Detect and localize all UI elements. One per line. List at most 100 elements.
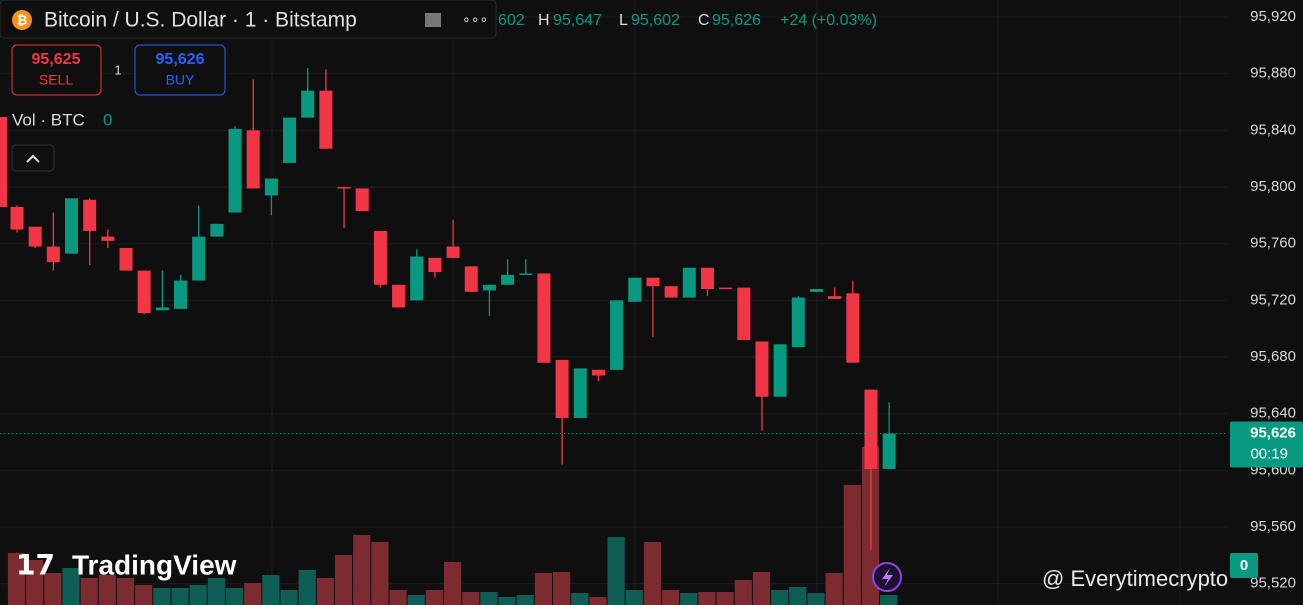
- candle-body: [628, 277, 642, 302]
- price-axis: 95,920 95,880 95,840 95,800 95,760 95,720 95,6…: [1228, 0, 1303, 605]
- volume-bar: [662, 590, 680, 605]
- sell-button[interactable]: [11, 44, 102, 96]
- volume-bar: [171, 588, 189, 605]
- candle-body: [428, 257, 442, 273]
- volume-bar: [153, 588, 171, 605]
- volume-bar: [625, 590, 643, 605]
- flag-icon[interactable]: [425, 13, 441, 27]
- volume-bar: [425, 590, 443, 605]
- volume-bar: [316, 578, 334, 605]
- ohlc-c-label: C: [698, 12, 710, 29]
- ohlc-high: 95,647: [553, 12, 602, 29]
- candle-body: [846, 293, 860, 363]
- assistant-bolt: [882, 568, 893, 587]
- buy-button[interactable]: [134, 44, 226, 96]
- volume-bar: [280, 590, 298, 605]
- collapse-button[interactable]: [11, 144, 55, 172]
- candle-body: [101, 236, 115, 241]
- volume-bar: [26, 560, 44, 605]
- volume-bar: [480, 592, 498, 605]
- candle-body: [28, 226, 42, 247]
- candle-body: [573, 368, 587, 418]
- volume-bar: [189, 585, 207, 605]
- volume-bar: [353, 535, 371, 605]
- axis-background: [1228, 0, 1303, 605]
- candle-body: [373, 230, 387, 285]
- partial-candle: [0, 117, 7, 207]
- y-tick-label: 95,560: [1250, 518, 1296, 535]
- btc-icon: [12, 10, 32, 30]
- candle-body: [646, 277, 660, 287]
- volume-bar: [98, 575, 116, 605]
- volume-legend-value: 0: [103, 110, 112, 129]
- volume-bar: [789, 587, 807, 605]
- candle-body: [519, 273, 533, 275]
- volume-bar: [298, 570, 316, 605]
- volume-bar: [371, 542, 389, 605]
- volume-bar: [389, 590, 407, 605]
- symbol-box[interactable]: [0, 0, 497, 39]
- watermark: @ Everytimecrypto: [1042, 566, 1228, 591]
- candle-body: [791, 297, 805, 348]
- candle-body: [664, 286, 678, 298]
- more-icon[interactable]: ∘∘∘: [462, 11, 488, 27]
- volume-bar: [843, 485, 861, 605]
- y-tick-label: 95,920: [1250, 8, 1296, 25]
- overlay: ₿ Bitcoin / U.S. Dollar · 1 · Bitstamp ∘…: [0, 0, 1228, 592]
- volume-bar: [734, 580, 752, 605]
- candle-body: [809, 289, 823, 292]
- candle-body: [210, 223, 224, 237]
- volume-bar: [643, 542, 662, 605]
- candle-body: [537, 273, 551, 363]
- volume-bar: [462, 592, 480, 605]
- candle-body: [882, 433, 896, 469]
- volume-bar: [135, 585, 153, 605]
- candle-body: [83, 199, 97, 231]
- volume-bar: [262, 575, 280, 605]
- volume-tag: [1230, 553, 1258, 578]
- candle-body: [446, 246, 460, 258]
- y-tick-label: 95,640: [1250, 405, 1296, 422]
- candle-body: [864, 389, 878, 469]
- volume-bar: [680, 593, 698, 605]
- volume-bar: [607, 537, 625, 605]
- volume-bar: [116, 578, 135, 605]
- volume-bar: [334, 555, 353, 605]
- candle-body: [755, 341, 769, 397]
- quantity[interactable]: 1: [114, 62, 121, 77]
- volume-bar: [516, 595, 534, 605]
- candle-body: [155, 307, 169, 311]
- volume-bar: [498, 597, 516, 605]
- candle-body: [682, 267, 696, 298]
- candle-body: [591, 369, 605, 376]
- symbol-title[interactable]: Bitcoin / U.S. Dollar · 1 · Bitstamp: [44, 9, 357, 32]
- candle-body: [65, 198, 79, 254]
- y-tick-label: 95,720: [1250, 291, 1296, 308]
- ohlc-low: 95,602: [631, 12, 680, 29]
- candle-body: [246, 130, 260, 189]
- candle-body: [555, 359, 569, 418]
- candle-body: [192, 236, 206, 281]
- candle-body: [700, 267, 714, 290]
- volume-bar: [880, 595, 898, 605]
- y-tick-label: 95,880: [1250, 65, 1296, 82]
- volume-bar: [698, 592, 716, 605]
- candle-body: [482, 284, 496, 291]
- y-tick-label: 95,840: [1250, 121, 1296, 138]
- candle-body: [319, 90, 333, 149]
- y-tick-label: 95,760: [1250, 235, 1296, 252]
- volume-bar: [553, 572, 571, 605]
- candle-body: [174, 280, 188, 309]
- ohlc-change: +24 (+0.03%): [780, 12, 877, 29]
- ohlc-h-label: H: [538, 12, 550, 29]
- candle-body: [10, 206, 24, 230]
- candle-body: [737, 287, 751, 341]
- buy-label: BUY: [166, 72, 195, 88]
- volume-bar: [207, 578, 225, 605]
- last-price-value: 95,626: [1250, 425, 1296, 442]
- volume-bar: [62, 568, 80, 605]
- candle-body: [410, 256, 424, 301]
- logo[interactable]: TradingView: [72, 549, 237, 580]
